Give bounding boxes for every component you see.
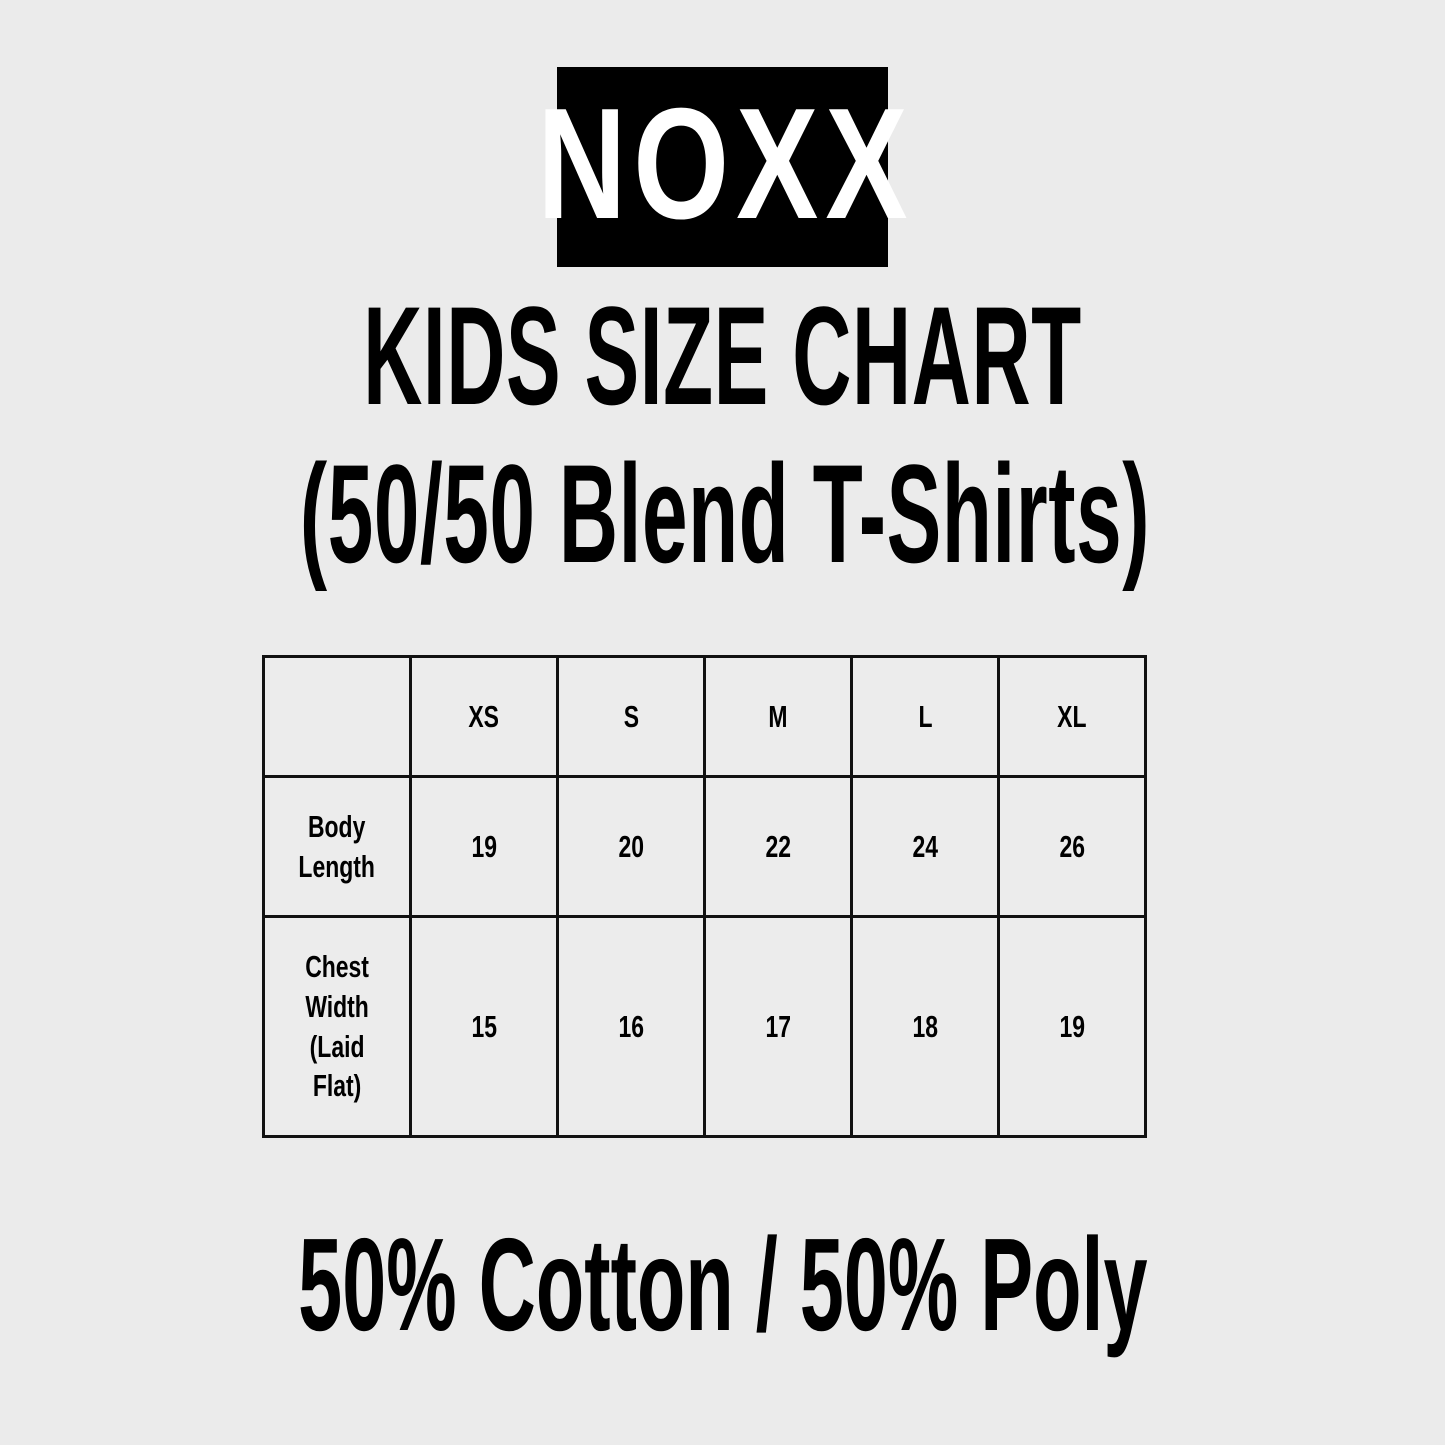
size-chart-table: XS S M L XL (262, 655, 1147, 1138)
cell-body-length-xs-value: 19 (471, 828, 497, 864)
table-header-xl: XL (997, 655, 1147, 778)
fabric-composition: 50% Cotton / 50% Poly (0, 1219, 1445, 1351)
table-header-s: S (556, 655, 706, 778)
cell-body-length-m-value: 22 (765, 828, 791, 864)
cell-chest-width-xs-value: 15 (471, 1008, 497, 1044)
cell-chest-width-m-value: 17 (765, 1008, 791, 1044)
table-header-l: L (850, 655, 1000, 778)
brand-logo: NOXX (537, 67, 908, 267)
cell-body-length-s: 20 (556, 775, 706, 918)
cell-body-length-m: 22 (703, 775, 853, 918)
table-header-xs-label: XS (468, 698, 500, 734)
table-header-xs: XS (409, 655, 559, 778)
cell-body-length-s-value: 20 (618, 828, 644, 864)
table-header-l-label: L (917, 698, 933, 734)
cell-body-length-xl: 26 (997, 775, 1147, 918)
row-label-body-length-text: Body Length (298, 808, 376, 884)
cell-chest-width-s-value: 16 (618, 1008, 644, 1044)
cell-body-length-l: 24 (850, 775, 1000, 918)
cell-body-length-xs: 19 (409, 775, 559, 918)
cell-chest-width-xl: 19 (997, 915, 1147, 1138)
cell-body-length-l-value: 24 (912, 828, 938, 864)
table-row: Chest Width (Laid Flat) 15 16 17 18 (262, 915, 1147, 1138)
table-row: Body Length 19 20 22 24 26 (262, 775, 1147, 918)
row-label-chest-width-text: Chest Width (Laid Flat) (305, 949, 369, 1104)
page-title-line-1: KIDS SIZE CHART (363, 277, 1082, 434)
cell-chest-width-l-value: 18 (912, 1008, 938, 1044)
cell-chest-width-xl-value: 19 (1059, 1008, 1085, 1044)
cell-chest-width-xs: 15 (409, 915, 559, 1138)
fabric-composition-text: 50% Cotton / 50% Poly (297, 1211, 1148, 1358)
table-corner-cell (262, 655, 412, 778)
row-label-chest-width: Chest Width (Laid Flat) (262, 915, 412, 1138)
table-header-s-label: S (623, 698, 639, 734)
cell-chest-width-s: 16 (556, 915, 706, 1138)
brand-logo-text: NOXX (537, 76, 915, 252)
table-header-m-label: M (768, 698, 788, 734)
cell-body-length-xl-value: 26 (1059, 828, 1085, 864)
page-title: KIDS SIZE CHART (50/50 Blend T-Shirts) (0, 286, 1445, 584)
table-header-row: XS S M L XL (262, 655, 1147, 778)
table-header-xl-label: XL (1057, 698, 1087, 734)
table-header-m: M (703, 655, 853, 778)
row-label-body-length: Body Length (262, 775, 412, 918)
cell-chest-width-l: 18 (850, 915, 1000, 1138)
cell-chest-width-m: 17 (703, 915, 853, 1138)
page-title-line-2: (50/50 Blend T-Shirts) (299, 435, 1151, 592)
size-chart-table-container: XS S M L XL (262, 655, 1147, 1138)
